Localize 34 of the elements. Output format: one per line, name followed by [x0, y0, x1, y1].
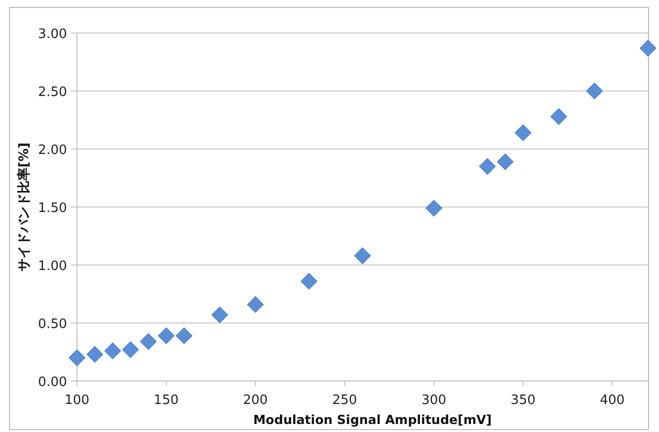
point — [104, 342, 121, 360]
y-tick-label: 2.50 — [38, 85, 67, 100]
point — [426, 200, 442, 216]
y-axis-title: サイドバンド比率[%] — [16, 142, 32, 272]
point — [354, 247, 371, 264]
x-tick-label: 200 — [243, 393, 268, 408]
point — [550, 108, 568, 125]
point — [514, 124, 532, 142]
point — [211, 306, 228, 324]
point — [496, 153, 514, 170]
point — [300, 272, 318, 290]
point — [586, 82, 603, 100]
point — [140, 333, 157, 350]
point — [247, 296, 264, 313]
x-tick-label: 150 — [154, 393, 179, 408]
y-tick-label: 3.00 — [38, 27, 67, 42]
point — [158, 327, 175, 344]
point — [86, 346, 104, 363]
x-tick-label: 300 — [421, 393, 446, 408]
y-tick-label: 1.50 — [38, 201, 67, 216]
y-tick-label: 0.50 — [38, 317, 67, 332]
y-tick-label: 1.00 — [38, 259, 67, 274]
point — [640, 40, 656, 56]
x-tick-label: 100 — [64, 393, 90, 408]
point — [122, 341, 139, 358]
x-axis-title: Modulation Signal Amplitude[mV] — [253, 412, 492, 427]
point — [479, 158, 496, 175]
y-tick-label: 2.00 — [38, 143, 67, 158]
point — [68, 350, 86, 366]
y-tick-label: 0.00 — [38, 375, 67, 390]
x-tick-label: 400 — [600, 393, 625, 408]
point — [176, 327, 192, 344]
x-tick-label: 250 — [332, 393, 358, 408]
x-tick-label: 350 — [510, 393, 536, 408]
